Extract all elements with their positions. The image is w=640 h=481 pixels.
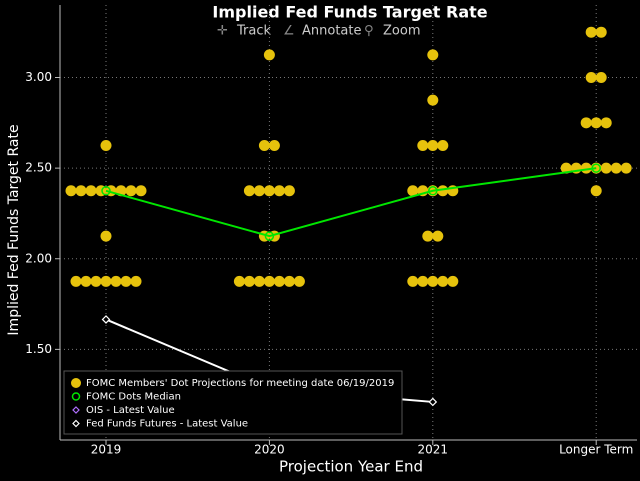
dot: [85, 185, 97, 197]
dot: [407, 275, 419, 287]
dot: [407, 185, 419, 197]
point: [101, 315, 111, 324]
dot: [243, 275, 255, 287]
dot: [263, 185, 275, 197]
dot: [125, 185, 137, 197]
point: [428, 397, 438, 407]
dot: [437, 275, 449, 287]
dot: [120, 275, 132, 287]
dot: [585, 72, 597, 83]
dot: [427, 49, 439, 61]
dot: [600, 162, 612, 174]
dot: [427, 275, 439, 287]
legend-marker: [72, 406, 80, 414]
dot: [590, 185, 602, 197]
dot: [100, 139, 112, 151]
x-tick-label: 2020: [254, 443, 285, 457]
dot: [65, 185, 77, 197]
dot: [427, 139, 439, 151]
dot: [90, 275, 102, 287]
point: [428, 186, 438, 196]
dot: [258, 139, 270, 151]
dot: [560, 162, 572, 174]
dot: [293, 275, 305, 287]
y-tick-label: 2.50: [25, 161, 52, 175]
dot: [283, 185, 295, 197]
annotate-button[interactable]: Annotate: [302, 24, 361, 39]
toolbar: ✛ Track ∠ Annotate ⚲ Zoom: [217, 24, 420, 39]
dot: [135, 185, 147, 197]
zoom-icon: ⚲: [364, 24, 374, 39]
point: [591, 163, 601, 173]
series-line: [105, 167, 597, 238]
dot: [273, 275, 285, 287]
x-tick-label: Longer Term: [559, 443, 633, 457]
dot: [268, 139, 280, 151]
dot: [243, 185, 255, 197]
dot: [590, 117, 602, 129]
x-axis-label: Projection Year End: [279, 458, 423, 476]
dot: [620, 162, 632, 174]
legend-marker: [72, 419, 80, 428]
legend-label: FOMC Members' Dot Projections for meetin…: [86, 378, 394, 389]
dot: [263, 49, 275, 61]
dot: [595, 26, 607, 38]
zoom-button[interactable]: Zoom: [383, 24, 420, 39]
annotate-icon: ∠: [283, 24, 295, 39]
x-tick-label: 2019: [91, 443, 122, 457]
dot: [70, 275, 82, 287]
dot: [432, 230, 444, 242]
legend-label: FOMC Dots Median: [86, 392, 181, 403]
dot: [110, 275, 122, 287]
dot: [422, 230, 434, 242]
dot: [600, 117, 612, 129]
dot: [283, 275, 295, 287]
dot: [417, 139, 429, 151]
y-tick-label: 1.50: [25, 342, 52, 356]
dot: [585, 26, 597, 38]
track-icon: ✛: [217, 24, 228, 39]
track-button[interactable]: Track: [236, 24, 271, 39]
dot: [273, 185, 285, 197]
dot: [595, 72, 607, 83]
dot: [253, 275, 265, 287]
y-tick-label: 3.00: [25, 70, 52, 84]
dot: [417, 275, 429, 287]
dot: [130, 275, 142, 287]
dot: [100, 275, 112, 287]
dot: [580, 117, 592, 129]
legend-box: [63, 370, 403, 435]
dot: [610, 162, 622, 174]
dot: [75, 185, 87, 197]
legend-marker: [71, 378, 81, 388]
point: [264, 231, 275, 241]
dot: [427, 94, 439, 106]
chart-title: Implied Fed Funds Target Rate: [212, 3, 487, 22]
x-tick-label: 2021: [418, 443, 449, 457]
dot: [80, 275, 92, 287]
dot: [447, 275, 459, 287]
dot: [233, 275, 245, 287]
y-tick-label: 2.00: [25, 251, 52, 265]
y-axis-label: Implied Fed Funds Target Rate: [6, 124, 22, 335]
legend-label: Fed Funds Futures - Latest Value: [86, 419, 248, 430]
dot: [100, 230, 112, 242]
legend-label: OIS - Latest Value: [86, 405, 175, 416]
point: [101, 186, 111, 196]
dot: [253, 185, 265, 197]
legend-marker: [71, 392, 81, 401]
dot: [437, 139, 449, 151]
dot: [263, 275, 275, 287]
